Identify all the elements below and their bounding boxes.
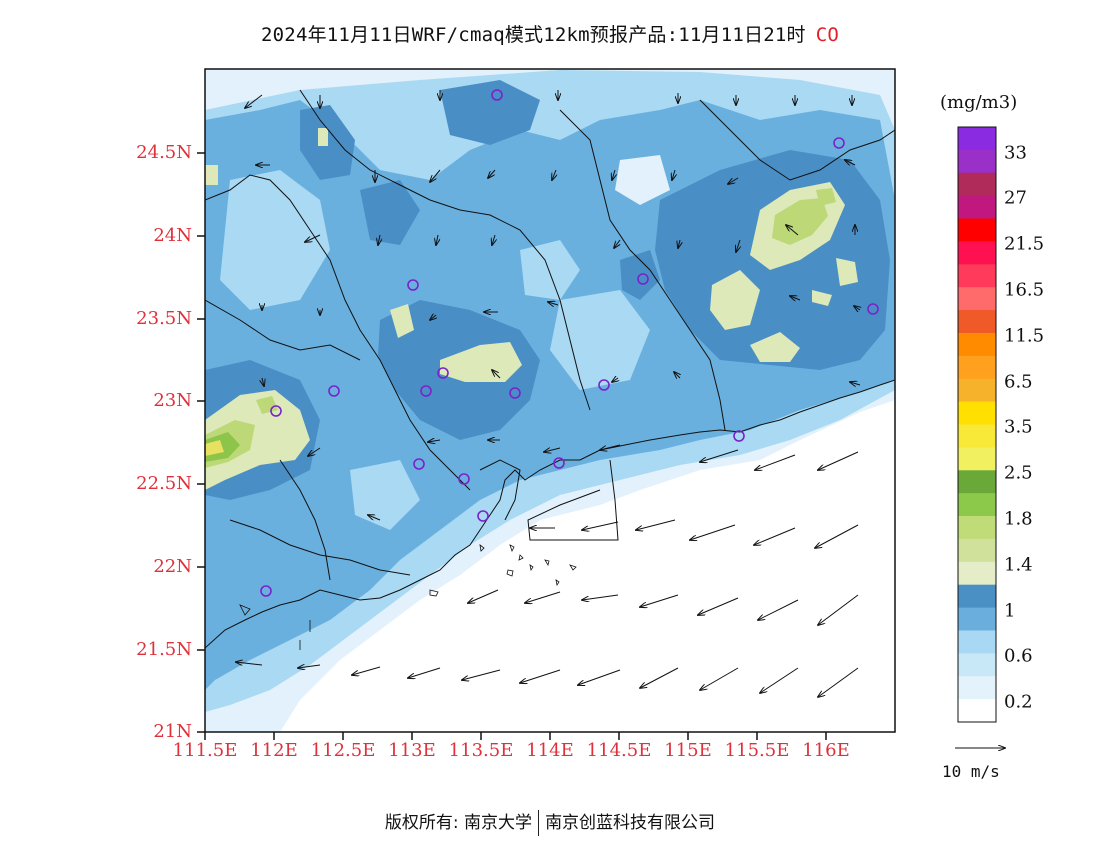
footer-separator <box>538 810 540 836</box>
colorbar-cell <box>958 310 996 334</box>
lat-label: 21.5N <box>136 639 192 660</box>
colorbar-label: 1.4 <box>1004 554 1033 576</box>
colorbar-cell <box>958 584 996 609</box>
colorbar-cell <box>958 699 996 723</box>
field-green <box>205 432 240 462</box>
colorbar-cell <box>958 172 996 197</box>
chart-title: 2024年11月11日WRF/cmaq模式12km预报产品:11月11日21时 C… <box>0 20 1100 47</box>
colorbar-cell <box>958 332 996 357</box>
colorbar-label: 3.5 <box>1004 416 1033 438</box>
station-marker <box>458 473 470 485</box>
footer-right: 南京创蓝科技有限公司 <box>545 813 716 833</box>
colorbar-label: 0.6 <box>1004 645 1033 667</box>
lon-label: 112E <box>250 740 298 761</box>
station-marker <box>477 510 489 522</box>
islands <box>239 544 577 650</box>
lat-label: 23.5N <box>136 308 192 329</box>
station-marker <box>413 458 425 470</box>
colorbar-cell <box>958 470 996 494</box>
boundaries <box>205 89 895 649</box>
reference-vector-label: 10 m/s <box>942 762 1000 781</box>
concentration-field <box>205 69 895 732</box>
station-marker <box>867 303 879 315</box>
field-yg <box>772 198 828 245</box>
colorbar-cell <box>958 424 996 448</box>
colorbar-cell <box>958 401 996 425</box>
colorbar-label: 11.5 <box>1004 325 1045 347</box>
station-marker <box>420 385 432 397</box>
lon-label: 113E <box>388 740 436 761</box>
title-text: 2024年11月11日WRF/cmaq模式12km预报产品:11月11日21时 <box>261 24 806 46</box>
colorbar-cell <box>958 538 996 563</box>
colorbar-unit: (mg/m3) <box>940 92 1018 113</box>
colorbar-cell <box>958 149 996 174</box>
footer-left: 版权所有: 南京大学 <box>384 813 533 833</box>
colorbar-cell <box>958 447 996 471</box>
colorbar-cell <box>958 493 996 517</box>
colorbar-cell <box>958 287 996 311</box>
lat-label: 22.5N <box>136 473 192 494</box>
station-marker <box>553 457 565 469</box>
colorbar-label: 21.5 <box>1004 233 1045 255</box>
lon-label: 114.5E <box>586 740 652 761</box>
colorbar-cell <box>958 218 996 242</box>
colorbar-label: 0.2 <box>1004 691 1033 713</box>
footer: 版权所有: 南京大学 南京创蓝科技有限公司 <box>0 808 1100 836</box>
colorbar-label: 27 <box>1004 187 1027 209</box>
colorbar-label: 6.5 <box>1004 371 1033 393</box>
lon-label: 113.5E <box>448 740 514 761</box>
lon-label: 112.5E <box>310 740 376 761</box>
colorbar-cell <box>958 516 996 540</box>
station-marker <box>270 405 282 417</box>
station-markers <box>260 89 879 597</box>
lon-label: 111.5E <box>172 740 238 761</box>
station-marker <box>637 273 649 285</box>
colorbar-label: 1 <box>1004 600 1016 622</box>
lon-label: 116E <box>802 740 850 761</box>
station-marker <box>437 367 449 379</box>
coastline <box>205 379 895 649</box>
map-frame <box>197 68 896 740</box>
station-marker <box>833 137 845 149</box>
lat-label: 23N <box>153 390 192 411</box>
colorbar-cell <box>958 561 996 586</box>
lat-label: 21N <box>153 721 192 742</box>
colorbar-label: 33 <box>1004 142 1027 164</box>
lon-label: 115E <box>664 740 712 761</box>
station-marker <box>260 585 272 597</box>
colorbar-cell <box>958 676 996 700</box>
lat-label: 24N <box>153 225 192 246</box>
colorbar-cell <box>958 378 996 403</box>
station-marker <box>509 387 521 399</box>
colorbar-cell <box>958 241 996 265</box>
species-label: CO <box>815 24 839 46</box>
station-marker <box>328 385 340 397</box>
colorbar-cell <box>958 195 996 220</box>
colorbar-cell <box>958 607 996 631</box>
colorbar-cell <box>958 355 996 380</box>
colorbar <box>957 126 997 723</box>
lat-label: 24.5N <box>136 142 192 163</box>
colorbar-cell <box>958 264 996 288</box>
wind-vectors <box>236 90 860 697</box>
station-marker <box>598 379 610 391</box>
colorbar-cell <box>958 653 996 677</box>
colorbar-cell <box>958 127 996 151</box>
station-marker <box>491 89 503 101</box>
lon-label: 115.5E <box>724 740 790 761</box>
colorbar-label: 16.5 <box>1004 279 1045 301</box>
colorbar-label: 2.5 <box>1004 462 1033 484</box>
colorbar-cell <box>958 630 996 654</box>
station-marker <box>407 279 419 291</box>
lat-label: 22N <box>153 556 192 577</box>
colorbar-label: 1.8 <box>1004 508 1033 530</box>
station-marker <box>733 430 745 442</box>
lon-label: 114E <box>526 740 574 761</box>
